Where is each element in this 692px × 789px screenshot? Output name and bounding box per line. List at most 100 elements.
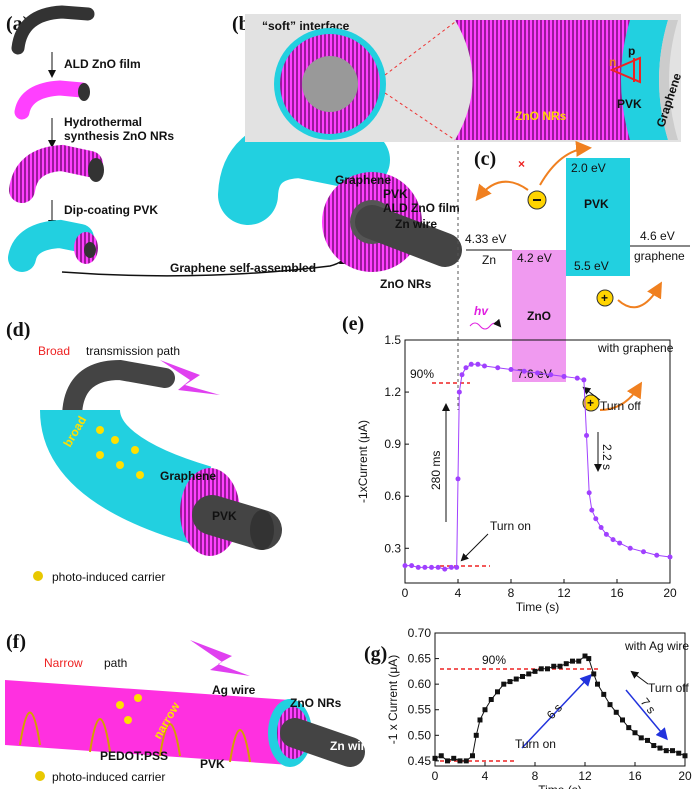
illustration-shape: [22, 88, 82, 112]
data-point: [551, 664, 556, 669]
ag-label: Ag wire: [212, 683, 256, 697]
x-tick-label: 12: [578, 769, 592, 783]
illustration-shape: [88, 158, 104, 182]
x-tick-label: 20: [678, 769, 692, 783]
title-highlight: Narrow: [44, 656, 83, 670]
data-point: [522, 369, 527, 374]
data-point: [614, 710, 619, 715]
annotation: 90%: [482, 653, 506, 667]
annotation: Turn on: [490, 519, 531, 533]
annotation: with Ag wire: [624, 639, 689, 653]
y-axis-label: -1xCurrent (μA): [356, 420, 370, 503]
panel-label: (e): [342, 313, 364, 335]
panel-label: (c): [474, 148, 496, 170]
annotation: 7 s: [638, 695, 659, 716]
illustration-shape: [22, 158, 90, 190]
y-axis-label: -1 x Current (μA): [386, 655, 400, 745]
data-point: [645, 738, 650, 743]
zno-label: ZnO NRs: [515, 109, 567, 123]
data-point: [458, 758, 463, 763]
illustration-shape: [190, 640, 250, 676]
illustration-shape: [18, 12, 88, 48]
illustration-shape: [116, 701, 124, 709]
illustration-shape: [116, 461, 124, 469]
illustration-shape: [84, 242, 96, 258]
data-point: [509, 367, 514, 372]
data-point: [535, 370, 540, 375]
data-point: [470, 753, 475, 758]
part-label: Graphene: [335, 173, 391, 187]
annotation: 2.2 s: [600, 444, 614, 470]
data-point: [463, 365, 468, 370]
data-point: [489, 697, 494, 702]
x-tick-label: 4: [482, 769, 489, 783]
data-point: [454, 565, 459, 570]
y-tick-label: 0.60: [408, 677, 432, 691]
illustration-shape: [250, 510, 274, 550]
part-label: ALD ZnO film: [383, 201, 460, 215]
illustration-shape: [124, 716, 132, 724]
data-point: [533, 669, 538, 674]
data-point: [586, 656, 591, 661]
graphene-label: Graphene: [160, 469, 216, 483]
data-point: [548, 372, 553, 377]
pvk-label: PVK: [617, 97, 642, 111]
data-point: [445, 758, 450, 763]
x-tick-label: 8: [508, 586, 515, 600]
data-point: [608, 702, 613, 707]
data-point: [439, 753, 444, 758]
data-point: [495, 365, 500, 370]
y-tick-label: 0.50: [408, 728, 432, 742]
data-point: [587, 490, 592, 495]
illustration-shape: [136, 471, 144, 479]
x-tick-label: 0: [402, 586, 409, 600]
annotation-group: with Ag wire 90% 6 s 7 s Turn on Turn of…: [440, 639, 689, 761]
data-point: [433, 756, 438, 761]
data-point: [478, 717, 483, 722]
y-tick-label: 0.65: [408, 652, 432, 666]
step-label: synthesis ZnO NRs: [64, 129, 174, 143]
data-point: [641, 549, 646, 554]
zno-label: ZnO: [527, 309, 551, 323]
data-point: [520, 674, 525, 679]
illustration-shape: [618, 285, 660, 307]
data-point: [604, 532, 609, 537]
illustration-shape: [462, 534, 488, 560]
hv-label: hv: [474, 304, 489, 318]
data-line: [405, 364, 670, 569]
data-point: [475, 362, 480, 367]
data-point: [456, 476, 461, 481]
data-point: [570, 659, 575, 664]
data-point: [403, 563, 408, 568]
x-axis-label: Time (s): [516, 600, 560, 614]
metal-label: graphene: [634, 249, 685, 263]
data-point: [589, 508, 594, 513]
data-point: [449, 565, 454, 570]
figure: (a) ALD ZnO film Hydrothermal synthesis …: [0, 0, 692, 789]
y-tick-label: 0.55: [408, 703, 432, 717]
illustration-shape: [131, 446, 139, 454]
label-n: n: [609, 55, 616, 69]
panel-title: transmission path: [86, 344, 180, 358]
step-label: Hydrothermal: [64, 115, 142, 129]
y-tick-label: 1.2: [384, 385, 401, 399]
level-label: 4.2 eV: [517, 251, 552, 265]
part-label: PVK: [383, 187, 408, 201]
pvk-label: PVK: [212, 509, 237, 523]
y-tick-label: 0.9: [384, 437, 401, 451]
illustration-shape: [478, 182, 528, 198]
data-point: [483, 707, 488, 712]
data-point: [545, 666, 550, 671]
step-label: Dip-coating PVK: [64, 203, 158, 217]
data-point: [482, 364, 487, 369]
data-point: [651, 743, 656, 748]
annotation: Turn off: [648, 681, 689, 695]
data-point: [628, 546, 633, 551]
data-point: [457, 390, 462, 395]
data-point: [474, 733, 479, 738]
pedot-label: PEDOT:PSS: [100, 749, 168, 763]
data-point: [514, 677, 519, 682]
arrow-label: Graphene self-assembled: [170, 261, 316, 275]
data-point: [676, 751, 681, 756]
x-tick-label: 20: [663, 586, 677, 600]
